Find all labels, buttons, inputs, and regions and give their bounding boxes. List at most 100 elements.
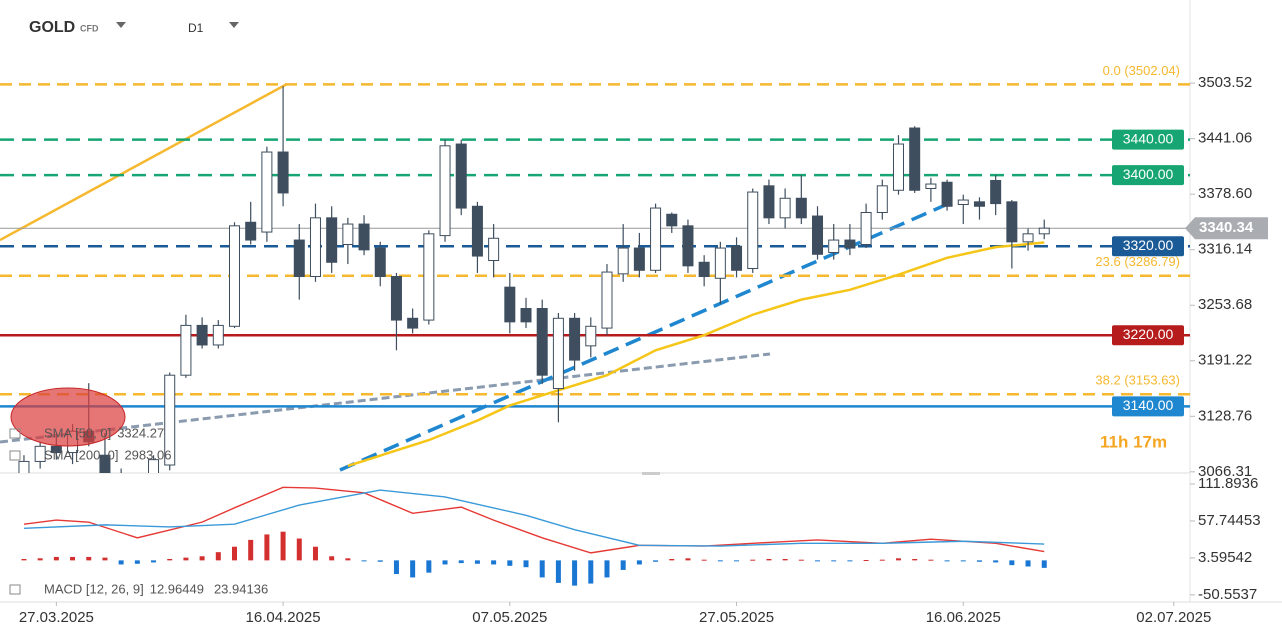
candle-body — [536, 308, 548, 376]
candle-body — [196, 324, 208, 346]
histogram-bar — [636, 560, 642, 565]
trend-line — [0, 82, 288, 242]
histogram-bar — [879, 559, 885, 561]
overlay-layer: GOLD CFD D1 11h 17m 0.0 (3502.04) 23.6 (3… — [9, 19, 1268, 596]
candle-body — [747, 191, 759, 270]
legend-icon — [9, 450, 21, 461]
histogram-bar — [361, 560, 367, 562]
candle-body — [552, 317, 564, 390]
candle-body — [990, 179, 1002, 205]
y-tick-label: 3378.60 — [1198, 185, 1252, 202]
histogram-bar — [458, 560, 464, 564]
histogram-bar — [410, 560, 416, 578]
candle-body — [1022, 233, 1034, 243]
price-level-box — [1112, 325, 1184, 346]
histogram-bar — [960, 560, 966, 562]
histogram-bar — [199, 556, 205, 561]
histogram-bar — [539, 560, 545, 578]
histogram-bar — [750, 559, 756, 561]
candle-body — [180, 324, 192, 376]
histogram-bar — [1041, 560, 1047, 568]
pane-handle[interactable] — [642, 472, 660, 475]
timeframe-dropdown[interactable] — [229, 22, 239, 28]
histogram-bar — [555, 560, 561, 583]
histogram-bar — [976, 560, 982, 562]
candle-body — [488, 237, 500, 262]
histogram-bar — [215, 552, 221, 561]
x-tick-label: 27.03.2025 — [19, 609, 94, 626]
macd-legend-value: 23.94136 — [214, 581, 268, 596]
macd-pane — [21, 486, 1047, 586]
candle-body — [585, 325, 597, 347]
candle-body — [326, 217, 338, 263]
candle-body — [601, 271, 613, 329]
histogram-bar — [847, 560, 853, 562]
candle-body — [99, 454, 111, 473]
price-level-box — [1112, 236, 1184, 257]
histogram-bar — [782, 559, 788, 561]
symbol-dropdown[interactable] — [116, 22, 126, 28]
price-level-label: 3140.00 — [1123, 397, 1174, 413]
histogram-bar — [151, 560, 157, 563]
y-tick-label: 3128.76 — [1198, 407, 1252, 424]
candle-body — [650, 207, 662, 271]
candle-body — [471, 205, 483, 257]
histogram-bar — [491, 560, 497, 565]
instrument-type: CFD — [80, 23, 99, 33]
histogram-bar — [831, 560, 837, 562]
y-tick-label: -50.5537 — [1198, 586, 1257, 603]
candle-body — [973, 201, 985, 207]
y-tick-label: 3316.14 — [1198, 241, 1252, 258]
legend-value: 2983.06 — [124, 447, 171, 462]
histogram-bar — [620, 560, 626, 570]
legend-name: SMA [200, 0] — [44, 447, 118, 462]
candle-body — [34, 445, 46, 462]
last-price-box — [1185, 217, 1268, 240]
histogram-bar — [766, 559, 772, 561]
candle-body — [763, 185, 775, 219]
histogram-bar — [102, 557, 108, 561]
candle-body — [925, 183, 937, 189]
candle-body — [423, 233, 435, 321]
candle-body — [407, 317, 419, 329]
candle-body — [390, 276, 402, 321]
histogram-bar — [183, 557, 189, 561]
histogram-bar — [86, 556, 92, 561]
histogram-bar — [507, 560, 513, 566]
candle-body — [909, 127, 921, 191]
price-level-label: 3320.00 — [1123, 237, 1174, 253]
histogram-bar — [928, 559, 934, 561]
histogram-bar — [993, 560, 999, 563]
macd-legend-value: 12.96449 — [150, 581, 204, 596]
highlight-circle — [10, 387, 126, 447]
histogram-bar — [167, 559, 173, 561]
price-level-box — [1112, 165, 1184, 186]
histogram-bar — [442, 560, 448, 565]
candle-body — [731, 245, 743, 271]
x-tick-label: 07.05.2025 — [472, 609, 547, 626]
candle-body — [374, 247, 386, 278]
candle-body — [229, 225, 241, 327]
histogram-bar — [264, 534, 270, 561]
candle-body — [795, 197, 807, 219]
candle-body — [504, 286, 516, 323]
candle-body — [569, 317, 581, 361]
candle-body — [682, 225, 694, 267]
timeframe[interactable]: D1 — [188, 21, 204, 35]
histogram-bar — [393, 560, 399, 575]
candle-body — [164, 374, 176, 466]
y-tick-label: 111.8936 — [1198, 475, 1258, 492]
last-price-label: 3340.34 — [1199, 219, 1254, 236]
candle-body — [844, 239, 856, 249]
histogram-bar — [474, 560, 480, 564]
price-level-label: 3440.00 — [1123, 130, 1174, 146]
macd-legend-name: MACD [12, 26, 9] — [44, 581, 144, 596]
histogram-bar — [377, 560, 383, 562]
histogram-bar — [863, 560, 869, 562]
symbol[interactable]: GOLD — [29, 19, 75, 36]
candle-body — [892, 143, 904, 191]
histogram-bar — [895, 558, 901, 561]
candle-body — [309, 217, 321, 278]
candle-body — [358, 223, 370, 251]
